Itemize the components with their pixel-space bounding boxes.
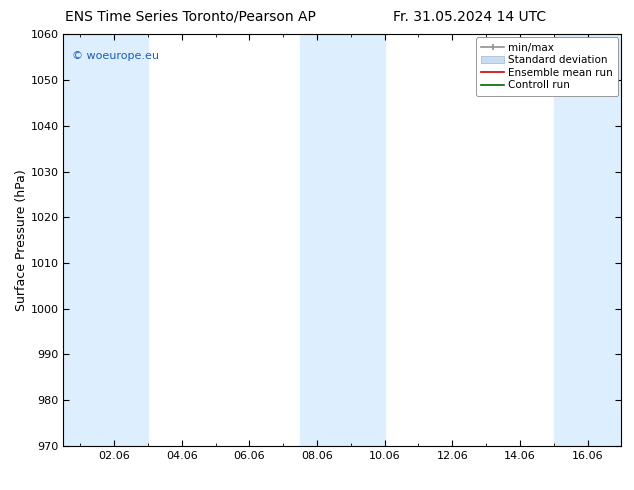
Y-axis label: Surface Pressure (hPa): Surface Pressure (hPa) xyxy=(15,169,28,311)
Bar xyxy=(63,34,148,446)
Text: ENS Time Series Toronto/Pearson AP: ENS Time Series Toronto/Pearson AP xyxy=(65,10,316,24)
Legend: min/max, Standard deviation, Ensemble mean run, Controll run: min/max, Standard deviation, Ensemble me… xyxy=(476,37,618,96)
Text: © woeurope.eu: © woeurope.eu xyxy=(72,51,158,61)
Bar xyxy=(553,34,621,446)
Text: Fr. 31.05.2024 14 UTC: Fr. 31.05.2024 14 UTC xyxy=(392,10,546,24)
Bar xyxy=(300,34,385,446)
